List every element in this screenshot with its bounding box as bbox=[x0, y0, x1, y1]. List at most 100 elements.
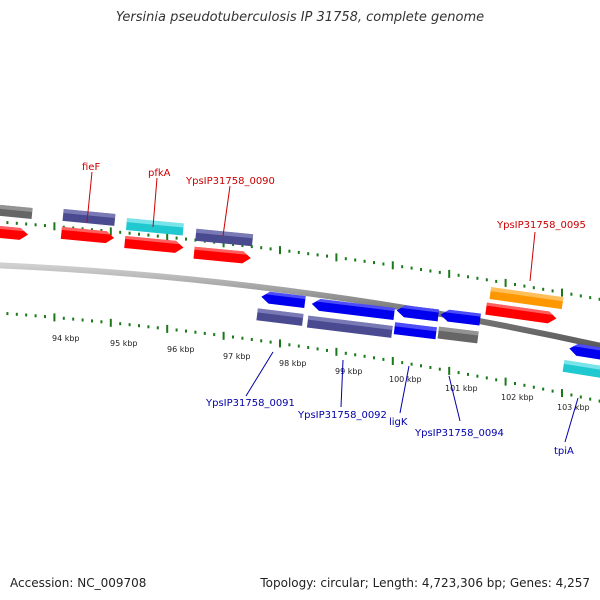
minor-tick bbox=[269, 247, 272, 251]
minor-tick bbox=[297, 250, 300, 254]
minor-tick bbox=[457, 273, 460, 277]
minor-tick bbox=[175, 328, 178, 332]
minor-tick bbox=[598, 297, 600, 301]
minor-tick bbox=[532, 385, 535, 389]
tick-label-95kbp: 95 kbp bbox=[110, 339, 138, 348]
tick-dots-lower bbox=[6, 312, 600, 403]
minor-tick bbox=[250, 338, 253, 341]
tick-label-100kbp: 100 kbp bbox=[389, 375, 422, 384]
label-fief[interactable]: fieF bbox=[82, 162, 100, 173]
minor-tick bbox=[344, 351, 347, 355]
minor-tick bbox=[354, 353, 357, 357]
label-ligk[interactable]: ligK bbox=[389, 417, 408, 428]
gene-ligk[interactable] bbox=[393, 322, 437, 340]
minor-tick bbox=[373, 356, 375, 360]
lower-gene-track-right bbox=[562, 343, 600, 381]
minor-tick bbox=[523, 284, 526, 288]
major-tick bbox=[504, 278, 507, 287]
cds-fief[interactable] bbox=[60, 226, 115, 244]
minor-tick bbox=[570, 292, 573, 296]
gene-pfka[interactable] bbox=[125, 218, 184, 236]
gene-gray-left[interactable] bbox=[0, 203, 33, 219]
label-ypsip31758-0090[interactable]: YpsIP31758_0090 bbox=[185, 176, 275, 187]
gene-ypsip31758-0094-arrow[interactable] bbox=[440, 309, 481, 326]
minor-tick bbox=[467, 275, 469, 279]
major-tick bbox=[448, 269, 451, 278]
major-tick bbox=[109, 318, 112, 327]
minor-tick bbox=[100, 229, 103, 232]
major-tick bbox=[109, 227, 112, 236]
gene-ypsip31758-0094[interactable] bbox=[437, 326, 479, 344]
topology-text: Topology: circular; Length: 4,723,306 bp… bbox=[260, 576, 590, 590]
minor-tick bbox=[156, 326, 159, 330]
genome-title: Yersinia pseudotuberculosis IP 31758, co… bbox=[115, 10, 485, 25]
minor-tick bbox=[476, 276, 479, 280]
minor-tick bbox=[250, 245, 253, 249]
minor-tick bbox=[128, 323, 131, 327]
minor-tick bbox=[6, 312, 9, 316]
minor-tick bbox=[6, 221, 9, 225]
minor-tick bbox=[382, 357, 385, 361]
minor-tick bbox=[344, 257, 347, 261]
minor-tick bbox=[81, 318, 84, 322]
label-ypsip31758-0092[interactable]: YpsIP31758_0092 bbox=[297, 410, 387, 421]
minor-tick bbox=[288, 249, 291, 253]
label-ypsip31758-0094[interactable]: YpsIP31758_0094 bbox=[414, 428, 504, 439]
minor-tick bbox=[514, 382, 516, 385]
upper-gene-track-right bbox=[485, 287, 564, 325]
major-tick bbox=[53, 313, 56, 322]
minor-tick bbox=[410, 266, 413, 270]
minor-tick bbox=[91, 228, 93, 232]
tick-labels: 94 kbp 95 kbp 96 kbp 97 kbp 98 kbp 99 kb… bbox=[52, 334, 590, 412]
minor-tick bbox=[232, 242, 234, 246]
gene-tpia-arrow[interactable] bbox=[568, 343, 600, 363]
tick-label-102kbp: 102 kbp bbox=[501, 393, 534, 402]
minor-tick bbox=[185, 237, 187, 241]
cds-left-edge[interactable] bbox=[0, 224, 29, 240]
minor-tick bbox=[194, 330, 197, 334]
major-tick bbox=[335, 253, 338, 262]
lower-gene-labels: YpsIP31758_0091 YpsIP31758_0092 ligK Yps… bbox=[205, 351, 579, 457]
lower-gene-track bbox=[256, 291, 481, 344]
gene-ypsip31758-0090[interactable] bbox=[195, 228, 254, 247]
minor-tick bbox=[363, 259, 366, 263]
gene-ypsip31758-0092[interactable] bbox=[306, 315, 393, 338]
minor-tick bbox=[119, 230, 122, 234]
minor-tick bbox=[44, 224, 46, 228]
minor-tick bbox=[260, 246, 263, 250]
minor-tick bbox=[213, 333, 216, 337]
minor-tick bbox=[138, 232, 140, 236]
minor-tick bbox=[485, 376, 488, 380]
major-tick bbox=[391, 357, 394, 365]
label-tpia[interactable]: tpiA bbox=[554, 446, 574, 457]
minor-tick bbox=[128, 231, 131, 235]
minor-tick bbox=[232, 335, 234, 339]
gene-ypsip31758-0095[interactable] bbox=[489, 287, 564, 310]
label-ypsip31758-0091[interactable]: YpsIP31758_0091 bbox=[205, 398, 295, 409]
tick-label-101kbp: 101 kbp bbox=[445, 384, 478, 393]
gene-tpia[interactable] bbox=[562, 359, 600, 381]
upper-gene-labels: fieF pfkA YpsIP31758_0090 YpsIP31758_009… bbox=[82, 162, 586, 282]
gene-fief[interactable] bbox=[62, 208, 116, 226]
cds-ypsip31758-0095[interactable] bbox=[485, 302, 557, 325]
label-ypsip31758-0095[interactable]: YpsIP31758_0095 bbox=[496, 220, 586, 231]
minor-tick bbox=[523, 383, 526, 387]
minor-tick bbox=[542, 387, 545, 391]
minor-tick bbox=[401, 265, 404, 269]
gene-ligk-arrow[interactable] bbox=[396, 304, 440, 322]
minor-tick bbox=[260, 339, 263, 343]
label-pfka[interactable]: pfkA bbox=[148, 168, 171, 179]
gene-ypsip31758-0091-arrow[interactable] bbox=[261, 291, 306, 309]
cds-pfka[interactable] bbox=[124, 236, 184, 254]
tick-label-99kbp: 99 kbp bbox=[335, 367, 363, 376]
minor-tick bbox=[542, 287, 545, 291]
major-tick bbox=[53, 222, 56, 231]
tick-label-98kbp: 98 kbp bbox=[279, 359, 307, 368]
cds-ypsip31758-0090[interactable] bbox=[193, 246, 252, 264]
tick-label-96kbp: 96 kbp bbox=[167, 345, 195, 354]
minor-tick bbox=[316, 347, 319, 351]
gene-ypsip31758-0092-arrow[interactable] bbox=[311, 298, 395, 321]
gene-ypsip31758-0091[interactable] bbox=[256, 308, 304, 326]
tick-label-97kbp: 97 kbp bbox=[223, 352, 251, 361]
